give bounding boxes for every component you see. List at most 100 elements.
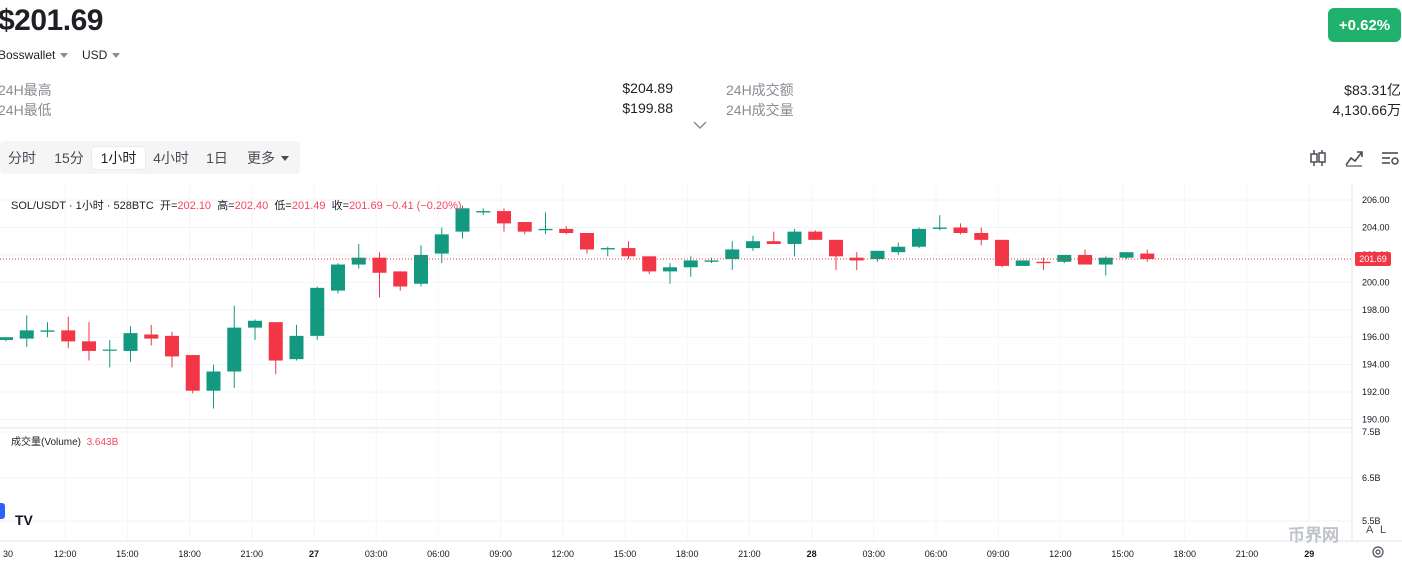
time-tick-label: 21:00 — [1236, 549, 1259, 559]
time-axis: 30 12:00 15:00 18:00 21:00 27 03:00 06:00 09:00 1… — [3, 549, 1314, 559]
volume-24h-value: 4,130.66万 — [1332, 102, 1402, 118]
candle — [102, 339, 117, 368]
legend-close-value: 201.69 −0.41 (−0.20%) — [349, 200, 462, 212]
current-price: $201.69 — [0, 4, 103, 37]
candle — [953, 223, 968, 235]
price-tick-label: 196.00 — [1362, 332, 1390, 342]
tab-more[interactable]: 更多 — [240, 147, 296, 169]
time-tick-label: 06:00 — [427, 549, 450, 559]
candle — [393, 271, 408, 291]
candle — [787, 228, 802, 257]
time-tick-label: 18:00 — [1174, 549, 1197, 559]
time-tick-label: 12:00 — [1049, 549, 1072, 559]
wallet-select[interactable]: Bosswallet — [0, 48, 69, 62]
candlestick-icon[interactable] — [1308, 148, 1328, 168]
candle — [497, 208, 511, 232]
candle — [455, 205, 470, 239]
price-axis: 206.00204.00202.00200.00198.00196.00194.… — [1355, 195, 1391, 425]
volume-24h-label: 24H成交量 — [726, 102, 794, 118]
volume-axis: 7.5B 6.5B 5.5B — [1362, 427, 1381, 526]
candle — [1140, 249, 1155, 262]
low-24h-value: $199.88 — [622, 100, 673, 116]
candle — [19, 315, 34, 347]
volume-tick-label: 7.5B — [1362, 427, 1381, 437]
candle — [683, 256, 698, 277]
candle — [0, 337, 13, 342]
volume-legend-label: 成交量(Volume) — [11, 437, 82, 448]
auto-scale-button[interactable]: A — [1366, 524, 1374, 536]
price-tick-label: 198.00 — [1362, 305, 1390, 315]
tab-time-share[interactable]: 分时 — [8, 150, 36, 166]
candle — [40, 322, 55, 338]
tab-15m[interactable]: 15分 — [54, 150, 84, 166]
candle — [289, 324, 304, 361]
candle — [746, 235, 760, 251]
expand-chevron-icon[interactable] — [692, 120, 708, 130]
last-price-tag — [1355, 252, 1391, 267]
chevron-down-icon — [112, 53, 121, 59]
tab-1h[interactable]: 1小时 — [92, 147, 145, 169]
turnover-24h-value: $83.31亿 — [1344, 82, 1401, 98]
high-24h-value: $204.89 — [622, 80, 673, 96]
candle — [351, 243, 366, 269]
candle — [766, 231, 781, 244]
timeframe-tabs — [0, 141, 300, 174]
candle — [559, 226, 574, 235]
candle — [663, 263, 677, 284]
candle — [995, 239, 1009, 268]
candle — [414, 245, 428, 287]
candle — [1036, 257, 1051, 271]
candle — [1078, 249, 1092, 265]
turnover-24h-label: 24H成交额 — [726, 82, 794, 98]
candle — [829, 239, 843, 271]
legend-symbol: SOL/USDT · 1小时 · 528BTC — [11, 200, 154, 212]
candle — [61, 316, 76, 349]
time-tick-label: 03:00 — [863, 549, 886, 559]
candle — [580, 233, 594, 254]
legend-high-value: 202.40 — [234, 200, 269, 212]
time-tick-label: 29 — [1304, 549, 1314, 559]
candle — [870, 250, 885, 262]
time-tick-label: 21:00 — [738, 549, 761, 559]
candle — [621, 241, 636, 260]
chart-settings-icon[interactable] — [1371, 545, 1385, 559]
volume-legend: 成交量(Volume) 3.643B — [11, 433, 118, 448]
time-tick-label: 15:00 — [614, 549, 637, 559]
price-change-badge: +0.62% — [1328, 8, 1401, 42]
time-tick-label: 18:00 — [178, 549, 201, 559]
price-tick-label: 206.00 — [1362, 195, 1390, 205]
candle — [725, 241, 740, 271]
time-tick-label: 15:00 — [116, 549, 139, 559]
candle — [434, 227, 449, 264]
candle — [165, 331, 179, 368]
time-tick-label: 15:00 — [1111, 549, 1134, 559]
candle — [974, 227, 989, 246]
price-tick-label: 192.00 — [1362, 387, 1390, 397]
chevron-down-icon — [60, 53, 69, 59]
chevron-down-icon — [281, 155, 289, 161]
legend-close-key: 收= — [331, 200, 350, 212]
legend-low-value: 201.49 — [291, 200, 326, 212]
tradingview-logo-icon[interactable]: TV — [15, 512, 33, 528]
price-chart[interactable]: 206.00204.00202.00200.00198.00196.00194.… — [0, 185, 1402, 567]
last-price-tag-label: 201.69 — [1359, 254, 1387, 264]
tab-1d[interactable]: 1日 — [206, 150, 228, 166]
currency-select[interactable]: USD — [82, 48, 121, 62]
time-tick-label: 12:00 — [552, 549, 575, 559]
tab-4h[interactable]: 4小时 — [153, 150, 189, 166]
candles — [0, 205, 1352, 409]
candle — [185, 355, 200, 394]
drawing-toolbar-toggle[interactable] — [0, 503, 5, 519]
candle — [891, 242, 906, 255]
log-scale-button[interactable]: L — [1380, 524, 1387, 536]
indicator-icon[interactable] — [1344, 148, 1364, 168]
time-tick-label: 12:00 — [54, 549, 77, 559]
candle — [932, 215, 947, 231]
time-tick-label: 18:00 — [676, 549, 699, 559]
candle — [206, 364, 221, 409]
candle — [912, 227, 926, 249]
settings-list-icon[interactable] — [1380, 148, 1400, 168]
volume-tick-label: 6.5B — [1362, 473, 1381, 483]
candle — [1119, 252, 1134, 260]
wallet-select-label: Bosswallet — [0, 48, 56, 62]
